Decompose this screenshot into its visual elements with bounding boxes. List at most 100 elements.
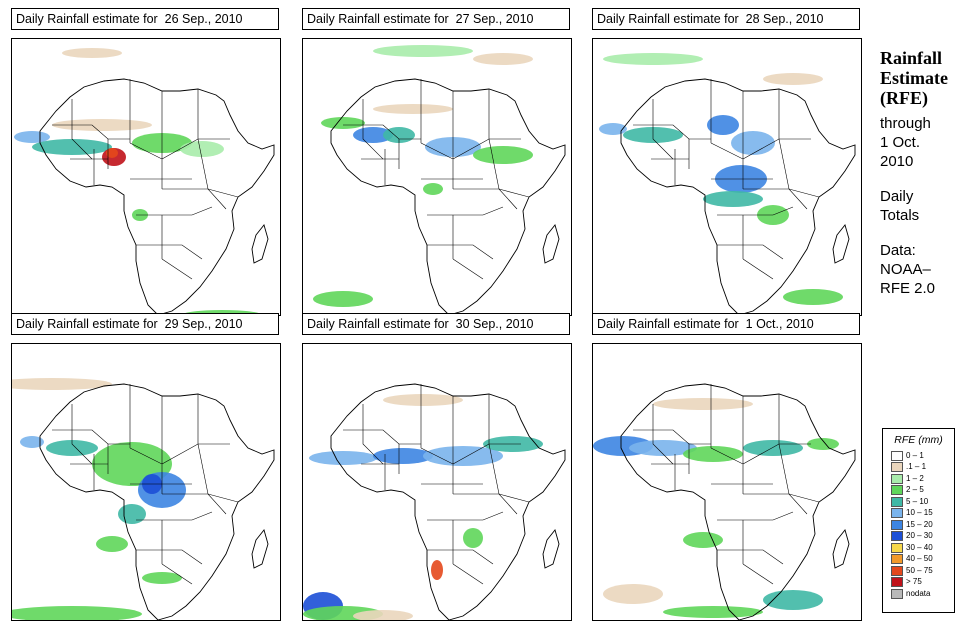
legend-label: 15 – 20 [906, 519, 933, 529]
rainfall-area [703, 191, 763, 207]
panel-title: Daily Rainfall estimate for 27 Sep., 201… [302, 8, 570, 30]
legend-item: 5 – 10 [883, 496, 954, 508]
rainfall-area [663, 606, 763, 618]
rainfall-area [423, 183, 443, 195]
country-border [652, 404, 674, 465]
country-border [161, 443, 230, 465]
rainfall-area [52, 119, 152, 131]
rainfall-area [106, 148, 118, 158]
rainfall-area [321, 117, 365, 129]
rainfall-area [96, 536, 128, 552]
country-border [136, 206, 213, 216]
panel-27-sep: Daily Rainfall estimate for 27 Sep., 201… [302, 8, 579, 316]
country-border [743, 493, 808, 515]
rainfall-map [592, 343, 862, 621]
legend-label: 30 – 40 [906, 542, 933, 552]
country-border [778, 443, 790, 495]
rainfall-area [309, 451, 377, 465]
rainfall-area [783, 289, 843, 305]
side-annotation: Rainfall Estimate (RFE) through 1 Oct. 2… [880, 48, 965, 298]
country-border [788, 493, 820, 503]
rainfall-map [302, 343, 572, 621]
rainfall-area [353, 610, 413, 620]
rainfall-area [683, 446, 743, 462]
data-source-line: RFE 2.0 [880, 280, 936, 297]
panel-title: Daily Rainfall estimate for 28 Sep., 201… [592, 8, 860, 30]
rainfall-area [373, 104, 453, 114]
rainfall-area [473, 146, 533, 164]
country-border [161, 258, 193, 280]
rainfall-map [592, 38, 862, 316]
rainfall-area [807, 438, 839, 450]
panel-title: Daily Rainfall estimate for 30 Sep., 201… [302, 313, 570, 335]
rainfall-map [11, 38, 281, 316]
rainfall-area [763, 590, 823, 610]
heading-line: Estimate [880, 68, 948, 88]
country-border [778, 138, 790, 190]
country-border [162, 188, 227, 210]
legend-swatch [891, 554, 903, 565]
rainfall-area [12, 606, 142, 620]
rainfall-area [62, 48, 122, 58]
legend-label: 10 – 15 [906, 508, 933, 518]
panel-1-oct: Daily Rainfall estimate for 1 Oct., 2010 [592, 313, 869, 621]
rainfall-area [731, 131, 775, 155]
rainfall-area [599, 123, 627, 135]
country-border [717, 206, 794, 216]
legend-label: 40 – 50 [906, 554, 933, 564]
rainfall-area [32, 139, 112, 155]
legend-swatch [891, 565, 903, 576]
legend-swatch [891, 462, 903, 473]
rainfall-area [180, 141, 224, 157]
rainfall-area [683, 532, 723, 548]
legend-swatch [891, 508, 903, 519]
rainfall-area [20, 436, 44, 448]
legend-item: 0 – 1 [883, 450, 954, 462]
panel-30-sep: Daily Rainfall estimate for 30 Sep., 201… [302, 313, 579, 621]
africa-map-svg [12, 378, 275, 620]
rainfall-area [423, 446, 503, 466]
legend-item: 15 – 20 [883, 519, 954, 531]
legend-swatch [891, 542, 903, 553]
rainfall-area [14, 131, 50, 143]
rainfall-area [763, 73, 823, 85]
rainfall-area [118, 504, 146, 524]
madagascar-coastline [832, 529, 850, 569]
rainfall-area [473, 53, 533, 65]
country-border [136, 244, 203, 260]
legend-item: 30 – 40 [883, 542, 954, 554]
legend-label: .1 – 1 [906, 462, 927, 472]
legend-swatch [891, 577, 903, 588]
legend-item: 20 – 30 [883, 531, 954, 543]
legend-item: 50 – 75 [883, 565, 954, 577]
legend-item: .1 – 1 [883, 462, 954, 474]
country-border [427, 549, 494, 565]
africa-map-svg [599, 53, 856, 315]
legend-swatch [891, 496, 903, 507]
madagascar-coastline [832, 224, 850, 264]
country-border [453, 188, 518, 210]
legend-label: 20 – 30 [906, 531, 933, 541]
legend-label: 0 – 1 [906, 450, 924, 460]
country-border [71, 99, 93, 160]
country-border [427, 206, 504, 216]
country-border [136, 511, 213, 521]
country-border [136, 549, 203, 565]
country-border [207, 188, 239, 198]
country-border [717, 511, 794, 521]
data-label: Data: [880, 242, 916, 259]
panel-26-sep: Daily Rainfall estimate for 26 Sep., 201… [11, 8, 288, 316]
africa-map-svg [14, 48, 275, 315]
rainfall-area [743, 440, 803, 456]
country-border [498, 493, 530, 503]
country-border [427, 511, 504, 521]
legend-item: > 75 [883, 577, 954, 589]
africa-coastline [39, 383, 275, 620]
rainfall-area [12, 378, 112, 390]
africa-map-svg [313, 45, 566, 315]
legend-label: 1 – 2 [906, 473, 924, 483]
rainfall-area [373, 448, 433, 464]
africa-coastline [330, 78, 566, 315]
